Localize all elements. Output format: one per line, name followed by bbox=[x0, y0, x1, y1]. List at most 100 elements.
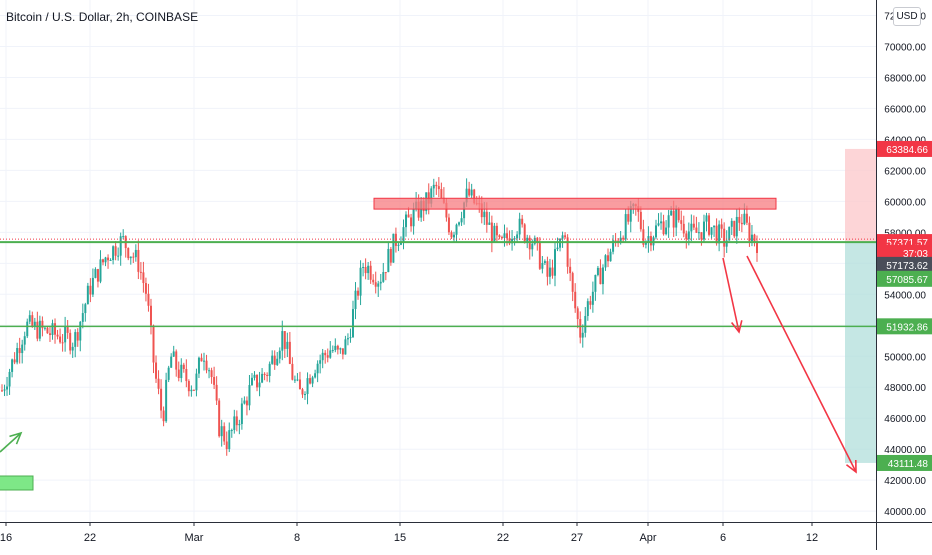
candle-body bbox=[362, 267, 365, 269]
candle-body bbox=[498, 235, 501, 238]
candle-body bbox=[48, 333, 51, 335]
candle-body bbox=[364, 267, 367, 274]
price-label: 51932.86 bbox=[886, 322, 928, 333]
candle-body bbox=[500, 237, 503, 239]
candle-body bbox=[117, 255, 120, 257]
candle-body bbox=[359, 267, 362, 296]
y-tick-label: 46000.00 bbox=[884, 414, 926, 425]
candle-body bbox=[33, 321, 36, 327]
resistance-zone[interactable] bbox=[373, 197, 777, 210]
candle-body bbox=[278, 350, 281, 359]
down-arrow-long[interactable] bbox=[746, 255, 857, 473]
candle-body bbox=[114, 246, 117, 256]
candle-body bbox=[306, 378, 309, 395]
candle-body bbox=[543, 261, 546, 263]
candle-body bbox=[483, 211, 486, 218]
candle-body bbox=[36, 321, 39, 339]
candle-body bbox=[185, 368, 188, 382]
candle-body bbox=[155, 362, 158, 379]
candle-body bbox=[591, 291, 594, 305]
candle-body bbox=[629, 206, 632, 222]
candle-body bbox=[56, 334, 59, 337]
candle-body bbox=[581, 332, 584, 338]
candle-body bbox=[662, 221, 665, 235]
candle-body bbox=[293, 379, 296, 381]
candle-body bbox=[91, 277, 94, 295]
candle-body bbox=[354, 290, 357, 310]
candle-body bbox=[718, 224, 721, 244]
candle-body bbox=[458, 222, 461, 225]
candle-body bbox=[566, 237, 569, 267]
candle-body bbox=[455, 224, 458, 235]
candle-body bbox=[430, 188, 433, 204]
up-arrow-left[interactable] bbox=[0, 432, 22, 453]
candle-body bbox=[440, 189, 443, 198]
candle-body bbox=[728, 226, 731, 241]
candle-body bbox=[397, 244, 400, 246]
candle-body bbox=[316, 363, 319, 374]
candle-body bbox=[665, 227, 668, 235]
candle-body bbox=[187, 381, 190, 392]
currency-button[interactable]: USD bbox=[893, 7, 921, 26]
candle-body bbox=[685, 233, 688, 240]
candle-body bbox=[700, 232, 703, 240]
candle-body bbox=[104, 257, 107, 263]
candle-body bbox=[134, 249, 137, 258]
y-tick-label: 54000.00 bbox=[884, 290, 926, 301]
price-label-bg bbox=[877, 454, 932, 471]
candle-body bbox=[349, 337, 352, 339]
candle-body bbox=[513, 238, 516, 240]
x-tick-label: Mar bbox=[185, 532, 204, 544]
candle-body bbox=[283, 331, 286, 349]
candle-body bbox=[402, 227, 405, 242]
y-tick-label: 58000.00 bbox=[884, 228, 926, 239]
candle-body bbox=[690, 223, 693, 232]
candle-body bbox=[599, 267, 602, 285]
candle-body bbox=[531, 243, 534, 250]
candle-body bbox=[96, 269, 99, 282]
candle-body bbox=[695, 227, 698, 233]
y-tick-label: 48000.00 bbox=[884, 383, 926, 394]
candle-body bbox=[713, 225, 716, 228]
candle-body bbox=[508, 238, 511, 244]
candle-body bbox=[16, 348, 19, 363]
candle-body bbox=[329, 350, 332, 358]
candle-body bbox=[374, 282, 377, 287]
candle-body bbox=[177, 369, 180, 379]
candle-body bbox=[182, 364, 185, 369]
drawings[interactable] bbox=[0, 197, 876, 491]
candle-body bbox=[624, 214, 627, 240]
candle-body bbox=[172, 351, 175, 357]
candle-body bbox=[6, 386, 9, 390]
candle-body bbox=[692, 223, 695, 228]
price-label: 43111.48 bbox=[888, 459, 929, 470]
candle-body bbox=[649, 236, 652, 246]
candle-body bbox=[157, 378, 160, 389]
candle-body bbox=[26, 321, 29, 337]
x-tick-label: 8 bbox=[294, 532, 300, 544]
candle-body bbox=[407, 214, 410, 218]
candle-body bbox=[465, 188, 468, 203]
down-arrow-short[interactable] bbox=[722, 257, 740, 333]
time-axis[interactable]: 16 22 Mar 8 15 22 27 Apr 6 12 bbox=[0, 522, 932, 544]
candle-body bbox=[256, 374, 259, 388]
candle-body bbox=[215, 384, 218, 401]
candle-body bbox=[149, 305, 152, 326]
candle-body bbox=[612, 240, 615, 252]
candle-body bbox=[311, 377, 314, 384]
candle-body bbox=[190, 389, 193, 392]
candle-body bbox=[485, 211, 488, 225]
candle-body bbox=[379, 281, 382, 284]
candle-body bbox=[730, 220, 733, 227]
candle-body bbox=[450, 232, 453, 238]
candle-body bbox=[399, 241, 402, 245]
candle-body bbox=[223, 426, 226, 442]
candle-body bbox=[203, 360, 206, 362]
price-label: 57371.57 bbox=[886, 238, 928, 249]
candle-body bbox=[205, 360, 208, 371]
candle-body bbox=[119, 236, 122, 256]
